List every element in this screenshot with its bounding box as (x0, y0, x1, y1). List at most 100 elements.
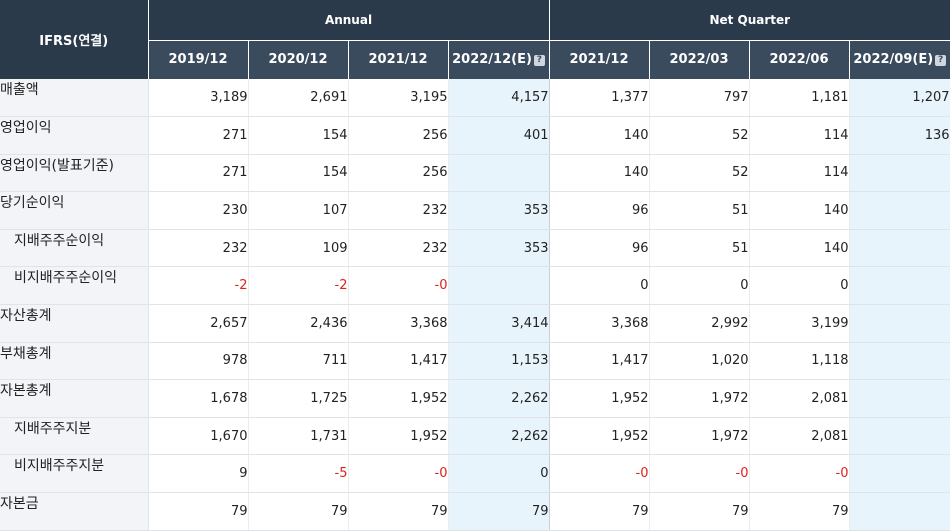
value-cell (448, 266, 550, 306)
row-label: 영업이익(발표기준) (0, 154, 149, 193)
value-cell: 2,691 (248, 79, 349, 118)
table-body: 매출액 3,189 2,691 3,195 4,157 1,377 797 1,181 1,20… (0, 79, 950, 531)
value-cell: 1,417 (348, 342, 449, 381)
row-label: 영업이익 (0, 116, 149, 155)
value-cell: 4,157 (448, 79, 550, 118)
table-row: 자본금 79 79 79 79 79 79 79 (0, 492, 950, 531)
row-label: 자본총계 (0, 379, 149, 418)
period-header: 2021/12 (348, 40, 449, 79)
row-label: 매출액 (0, 79, 149, 118)
period-label: 2021/12 (368, 52, 428, 68)
value-cell: -0 (749, 454, 850, 494)
value-cell: 79 (148, 492, 249, 531)
value-cell (448, 154, 550, 193)
value-cell (849, 154, 950, 193)
value-cell: 9 (148, 454, 249, 494)
table-row: 지배주주순이익 232 109 232 353 96 51 140 (0, 229, 950, 268)
value-cell: 1,972 (649, 379, 750, 418)
value-cell: 3,195 (348, 79, 449, 118)
value-cell (849, 304, 950, 343)
value-cell: 2,262 (448, 379, 550, 418)
value-cell: 0 (649, 266, 750, 306)
value-cell: 79 (749, 492, 850, 531)
value-cell: 797 (649, 79, 750, 118)
value-cell: 1,020 (649, 342, 750, 381)
period-header: 2022/06 (749, 40, 850, 79)
value-cell: 2,436 (248, 304, 349, 343)
row-label: 비지배주주순이익 (0, 266, 149, 306)
table-row: 영업이익(발표기준) 271 154 256 140 52 114 (0, 154, 950, 193)
value-cell: 96 (549, 229, 650, 268)
value-cell: 0 (749, 266, 850, 306)
value-cell: 79 (448, 492, 550, 531)
value-cell: -5 (248, 454, 349, 494)
row-label: 부채총계 (0, 342, 149, 381)
value-cell: 1,678 (148, 379, 249, 418)
period-header: 2019/12 (148, 40, 249, 79)
value-cell: 1,972 (649, 417, 750, 456)
value-cell (849, 492, 950, 531)
row-label: 지배주주지분 (0, 417, 149, 456)
table-row: 자본총계 1,678 1,725 1,952 2,262 1,952 1,972 2,081 (0, 379, 950, 418)
row-label: 자산총계 (0, 304, 149, 343)
help-icon[interactable]: ? (533, 55, 545, 67)
value-cell (849, 342, 950, 381)
value-cell: 1,952 (348, 417, 449, 456)
value-cell: 0 (549, 266, 650, 306)
value-cell: 1,207 (849, 79, 950, 118)
value-cell: 401 (448, 116, 550, 155)
table-row: 부채총계 978 711 1,417 1,153 1,417 1,020 1,118 (0, 342, 950, 381)
value-cell: 1,952 (549, 379, 650, 418)
period-label: 2022/09(E) (853, 52, 934, 68)
value-cell: 51 (649, 229, 750, 268)
period-label: 2022/12(E) (452, 52, 532, 68)
value-cell: -2 (248, 266, 349, 306)
value-cell: 1,725 (248, 379, 349, 418)
period-header-row: 2019/12 2020/12 2021/12 2022/12(E)? 2021/12 2… (0, 40, 950, 79)
period-header: 2020/12 (248, 40, 349, 79)
value-cell: 1,118 (749, 342, 850, 381)
value-cell: 136 (849, 116, 950, 155)
value-cell: 114 (749, 154, 850, 193)
net-quarter-group-header: Net Quarter (549, 0, 950, 41)
value-cell: -0 (649, 454, 750, 494)
value-cell: 154 (248, 116, 349, 155)
value-cell: 256 (348, 116, 449, 155)
value-cell: 2,262 (448, 417, 550, 456)
value-cell: 711 (248, 342, 349, 381)
help-icon[interactable]: ? (935, 55, 947, 67)
value-cell: 256 (348, 154, 449, 193)
value-cell (849, 454, 950, 494)
value-cell: 2,081 (749, 379, 850, 418)
value-cell: 140 (549, 116, 650, 155)
table-row: 영업이익 271 154 256 401 140 52 114 136 (0, 116, 950, 155)
period-label: 2021/12 (569, 52, 629, 68)
value-cell: 79 (549, 492, 650, 531)
period-header: 2022/12(E)? (448, 40, 550, 79)
value-cell (849, 191, 950, 230)
value-cell: 52 (649, 116, 750, 155)
table-row: 당기순이익 230 107 232 353 96 51 140 (0, 191, 950, 230)
value-cell: 107 (248, 191, 349, 230)
value-cell: 3,368 (348, 304, 449, 343)
period-label: 2020/12 (268, 52, 328, 68)
value-cell: 140 (749, 191, 850, 230)
value-cell (849, 417, 950, 456)
value-cell: 3,189 (148, 79, 249, 118)
value-cell: 1,417 (549, 342, 650, 381)
table-row: 지배주주지분 1,670 1,731 1,952 2,262 1,952 1,972 2,08… (0, 417, 950, 456)
value-cell: -0 (348, 266, 449, 306)
value-cell (849, 266, 950, 306)
period-header: 2022/03 (649, 40, 750, 79)
table-row: 비지배주주지분 9 -5 -0 0 -0 -0 -0 (0, 454, 950, 494)
value-cell: 114 (749, 116, 850, 155)
period-label: 2019/12 (168, 52, 228, 68)
period-label: 2022/03 (669, 52, 729, 68)
header-group-row: IFRS(연결) Annual Net Quarter (0, 0, 950, 79)
value-cell: 52 (649, 154, 750, 193)
row-label: 비지배주주지분 (0, 454, 149, 494)
value-cell: 3,368 (549, 304, 650, 343)
value-cell: 2,992 (649, 304, 750, 343)
value-cell: -0 (348, 454, 449, 494)
value-cell: 232 (348, 191, 449, 230)
